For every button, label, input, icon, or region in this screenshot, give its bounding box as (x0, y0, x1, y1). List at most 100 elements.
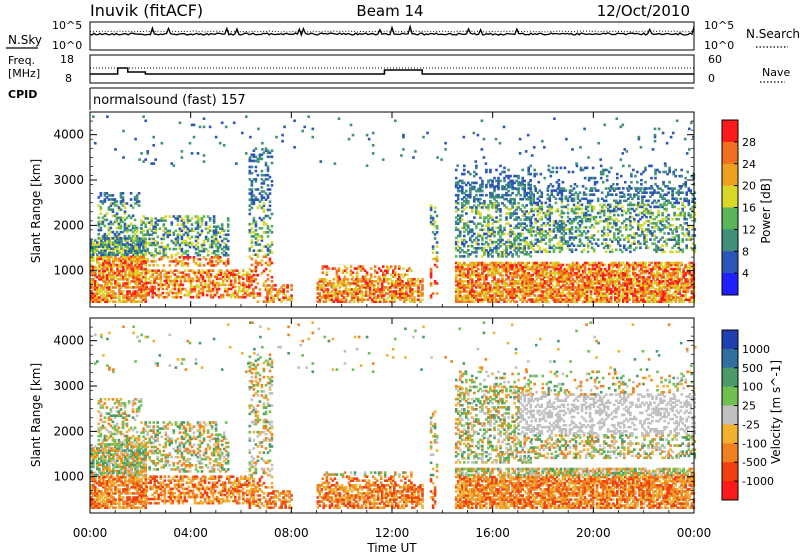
heatmap-cell (585, 300, 589, 303)
heatmap-cell (400, 273, 403, 276)
heatmap-cell (664, 300, 667, 303)
heatmap-cell (565, 286, 569, 289)
heatmap-cell (344, 298, 348, 301)
heatmap-cell (632, 296, 635, 299)
heatmap-cell (419, 282, 422, 285)
heatmap-cell (202, 243, 206, 247)
heatmap-cell (533, 286, 536, 289)
heatmap-cell (487, 288, 490, 291)
heatmap-cell (678, 292, 681, 295)
heatmap-cell (134, 259, 137, 263)
heatmap-cell (207, 277, 211, 281)
heatmap-cell (507, 240, 510, 244)
heatmap-cell (138, 280, 141, 283)
heatmap-cell (246, 293, 249, 297)
heatmap-cell (134, 300, 137, 303)
heatmap-cell (254, 222, 258, 226)
heatmap-cell (177, 291, 181, 295)
heatmap-cell (264, 255, 268, 259)
heatmap-cell (676, 278, 679, 281)
heatmap-cell (534, 250, 537, 254)
heatmap-cell (636, 280, 639, 283)
heatmap-cell (664, 269, 667, 273)
heatmap-cell (599, 263, 603, 267)
heatmap-cell (352, 282, 356, 285)
heatmap-cell (352, 290, 356, 293)
heatmap-cell (250, 190, 254, 193)
heatmap-cell (92, 245, 95, 248)
heatmap-cell (264, 147, 268, 150)
heatmap-cell (112, 269, 115, 273)
heatmap-cell (231, 283, 235, 287)
heatmap-cell (527, 246, 530, 250)
heatmap-cell (381, 275, 385, 279)
heatmap-cell (573, 286, 577, 289)
heatmap-cell (456, 214, 460, 217)
heatmap-cell (509, 244, 512, 248)
heatmap-cell (224, 251, 228, 255)
heatmap-cell (152, 241, 155, 245)
heatmap-cell (529, 189, 532, 193)
heatmap-cell (465, 240, 468, 244)
heatmap-cell (511, 288, 514, 291)
heatmap-cell (485, 224, 488, 228)
heatmap-cell (489, 249, 492, 252)
heatmap-cell (495, 271, 498, 275)
heatmap-cell (349, 269, 353, 272)
heatmap-cell (116, 273, 119, 277)
heatmap-cell (342, 284, 346, 287)
heatmap-cell (475, 242, 478, 246)
heatmap-cell (483, 204, 486, 207)
heatmap-cell (676, 265, 679, 269)
heatmap-cell (130, 265, 133, 269)
heatmap-cell (511, 253, 514, 256)
heatmap-cell (660, 263, 663, 267)
heatmap-cell (479, 284, 482, 287)
heatmap-cell (501, 298, 504, 301)
heatmap-cell (193, 285, 197, 289)
heatmap-cell (469, 230, 472, 234)
heatmap-cell (332, 282, 336, 285)
heatmap-cell (194, 247, 198, 251)
heatmap-cell (678, 280, 681, 283)
heatmap-cell (108, 261, 111, 265)
heatmap-cell (153, 277, 156, 281)
heatmap-cell (229, 293, 233, 297)
heatmap-cell (92, 294, 95, 297)
heatmap-cell (509, 202, 512, 205)
heatmap-cell (195, 279, 199, 283)
heatmap-cell (135, 226, 139, 230)
heatmap-cell (656, 275, 659, 279)
heatmap-cell (154, 260, 157, 263)
heatmap-cell (429, 216, 433, 220)
heatmap-cell (116, 269, 119, 273)
heatmap-cell (481, 286, 484, 289)
heatmap-cell (549, 292, 553, 295)
heatmap-cell (483, 267, 486, 271)
heatmap-cell (212, 264, 216, 267)
heatmap-cell (638, 286, 641, 289)
heatmap-cell (142, 262, 145, 265)
heatmap-cell (364, 286, 368, 289)
heatmap-cell (196, 235, 200, 239)
heatmap-cell (569, 286, 573, 289)
heatmap-cell (225, 293, 229, 297)
heatmap-cell (378, 298, 382, 301)
heatmap-cell (316, 292, 320, 295)
heatmap-cell (231, 273, 235, 276)
heatmap-cell (523, 210, 526, 213)
heatmap-cell (260, 206, 264, 210)
heatmap-cell (686, 286, 689, 289)
heatmap-cell (274, 284, 277, 287)
heatmap-cell (532, 226, 535, 229)
heatmap-cell (656, 294, 659, 297)
heatmap-cell (404, 273, 407, 276)
heatmap-cell (99, 212, 103, 215)
heatmap-cell (180, 249, 184, 253)
heatmap-cell (332, 284, 336, 287)
heatmap-cell (358, 278, 362, 281)
heatmap-cell (509, 251, 512, 254)
heatmap-cell (597, 269, 601, 273)
heatmap-cell (471, 187, 474, 191)
heatmap-cell (618, 290, 621, 293)
